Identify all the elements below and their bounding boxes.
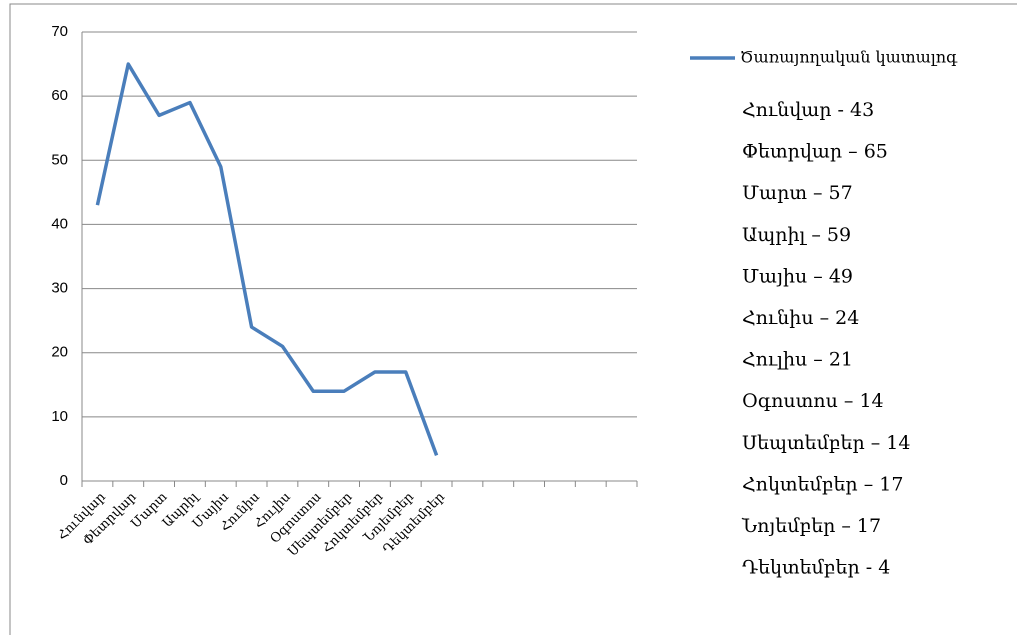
annotation: Ապրիլ – 59 xyxy=(742,224,851,246)
y-tick-label: 30 xyxy=(51,280,68,297)
annotation: Հունիս – 24 xyxy=(742,307,859,329)
y-tick-label: 0 xyxy=(60,472,68,489)
frame xyxy=(9,3,1017,635)
annotation: Մայիս – 49 xyxy=(742,265,853,287)
y-tick-label: 50 xyxy=(51,151,68,168)
annotation: Փետրվար – 65 xyxy=(742,141,888,163)
annotation: Հունվար - 43 xyxy=(742,99,874,121)
y-tick-label: 10 xyxy=(51,408,68,425)
annotation: Հուլիս – 21 xyxy=(742,349,853,371)
y-tick-label: 40 xyxy=(51,215,68,232)
annotation: Մարտ – 57 xyxy=(742,182,853,204)
data-line xyxy=(95,62,439,456)
annotation: Օգոստոս – 14 xyxy=(742,390,884,412)
legend-label: Ծառայողական կատալոգ xyxy=(740,48,958,67)
y-tick-label: 60 xyxy=(51,87,68,104)
annotation: Հոկտեմբեր – 17 xyxy=(742,473,903,495)
annotation: Սեպտեմբեր – 14 xyxy=(742,432,910,454)
y-tick-label: 20 xyxy=(51,344,68,361)
annotation: Դեկտեմբեր - 4 xyxy=(742,557,890,579)
y-tick-label: 70 xyxy=(51,23,68,40)
annotation: Նոյեմբեր – 17 xyxy=(741,515,881,537)
